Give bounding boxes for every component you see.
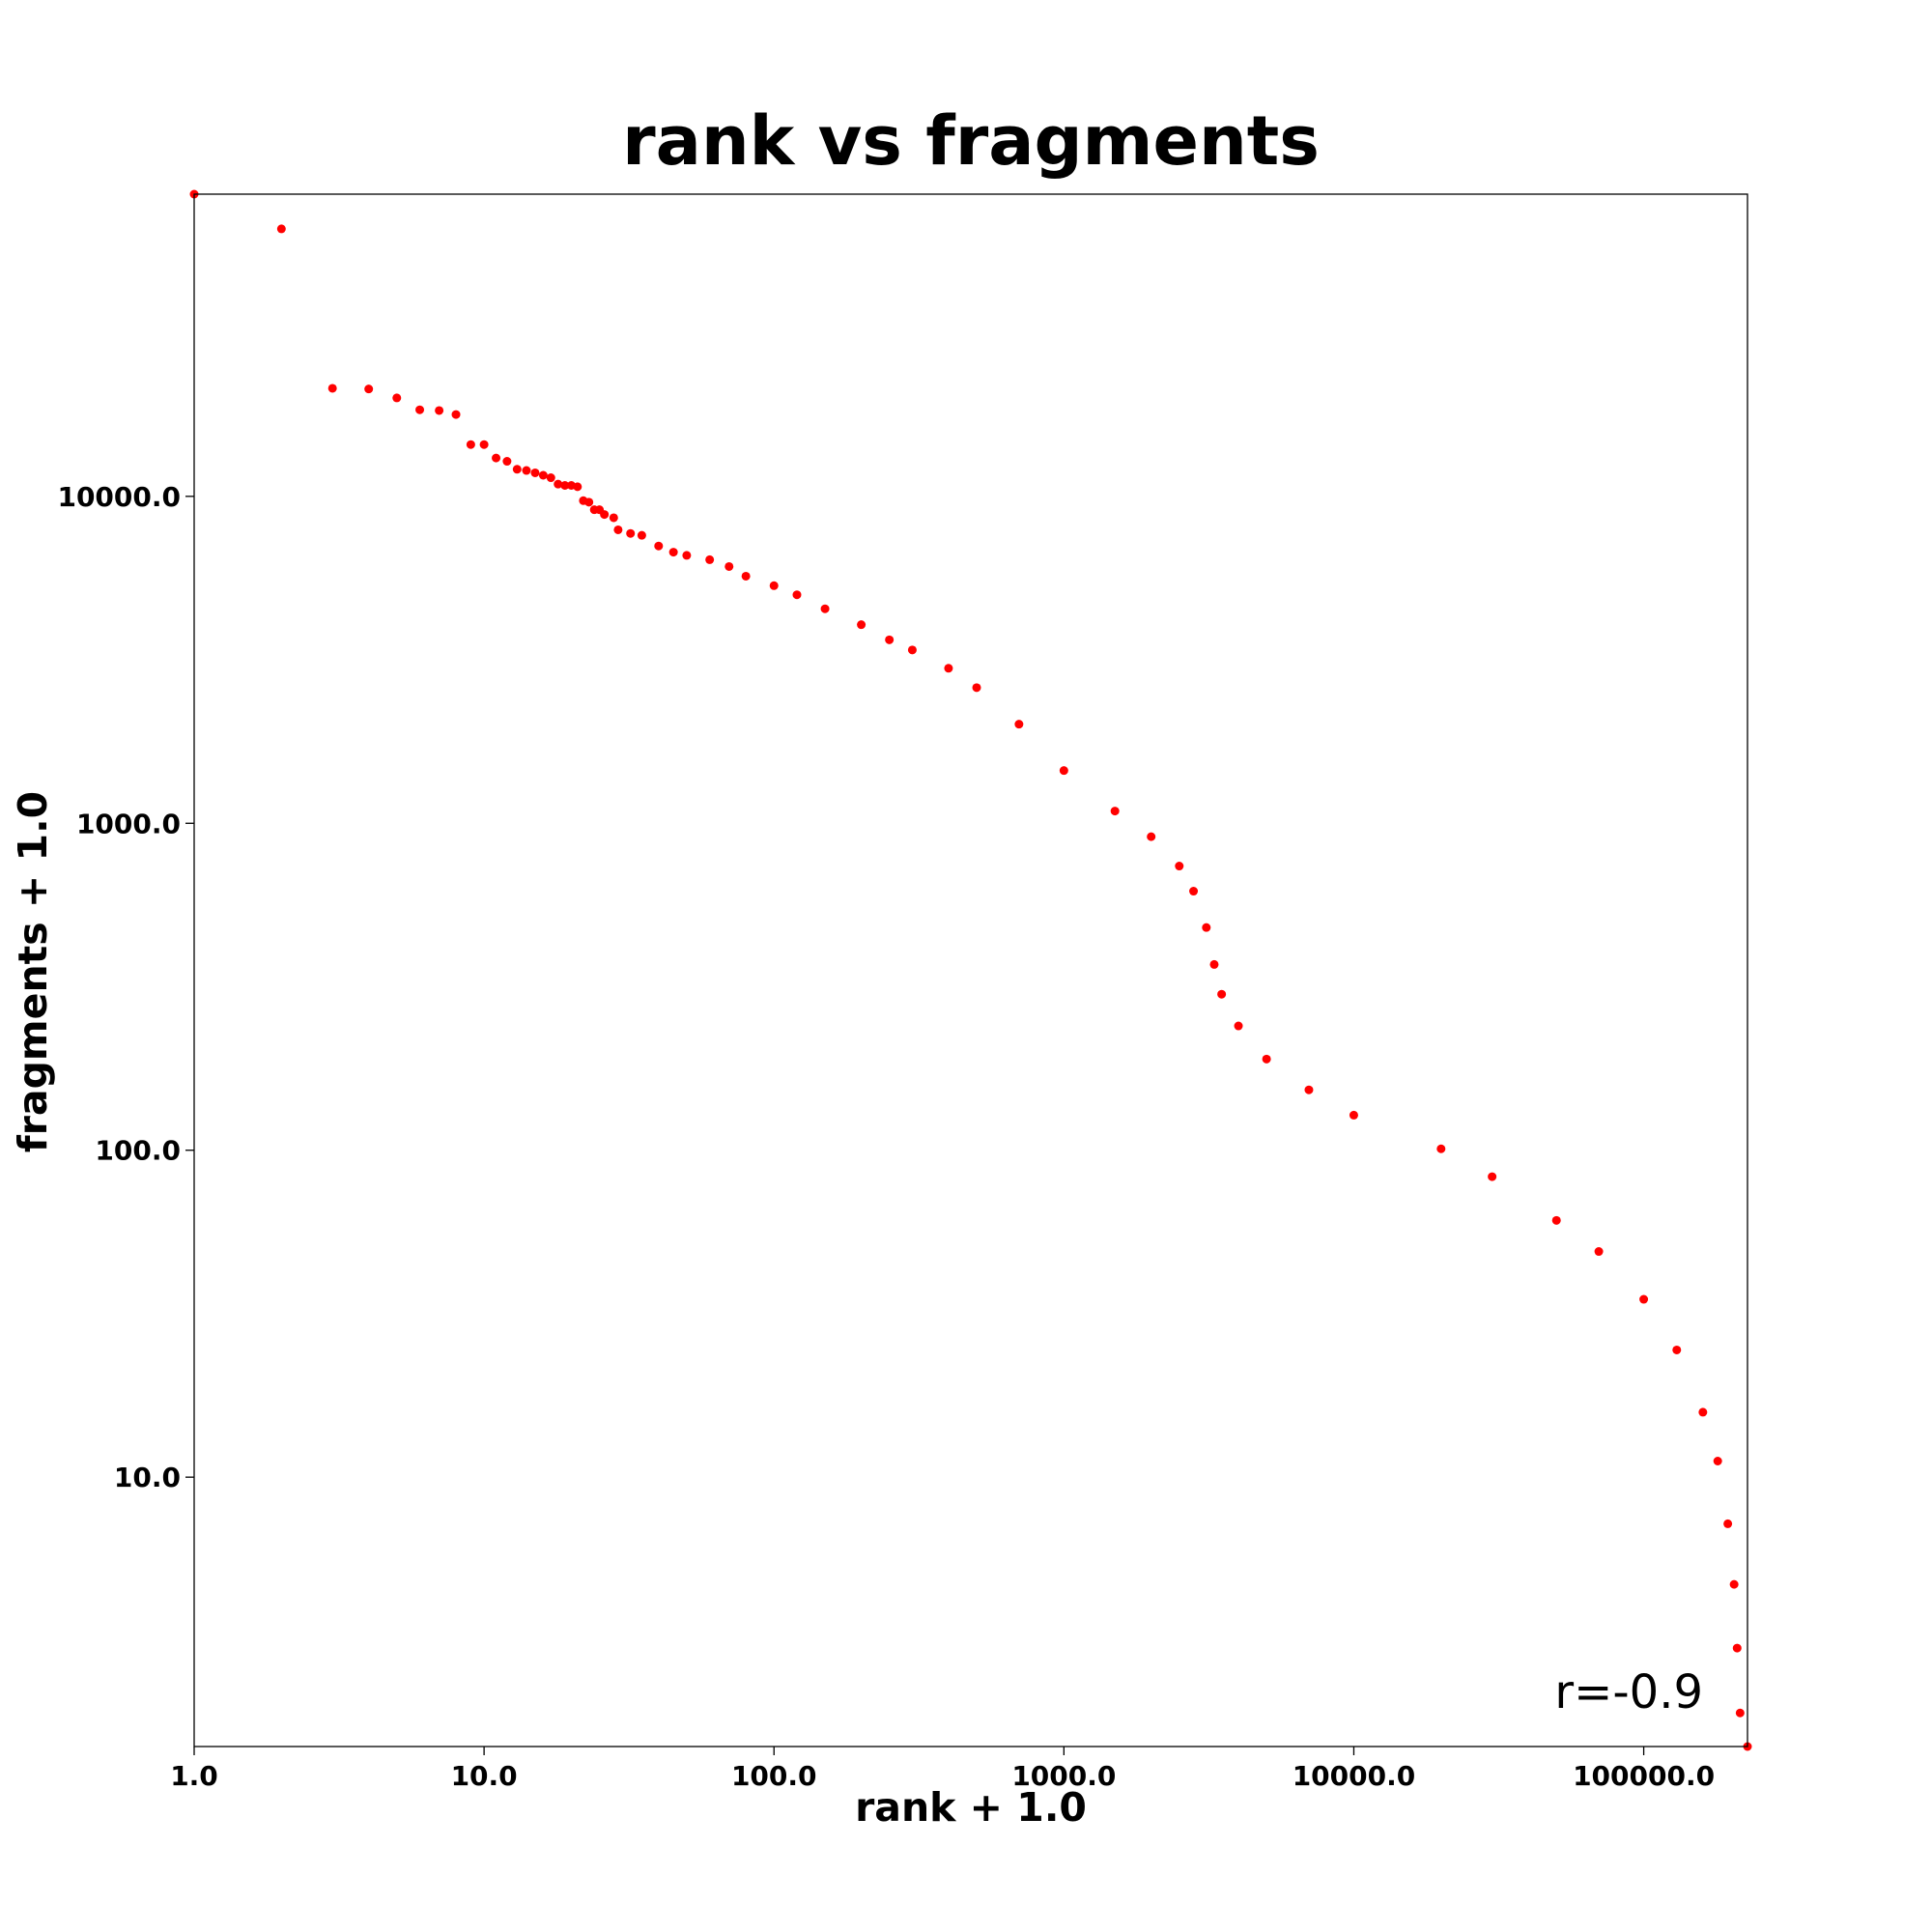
point	[512, 465, 522, 474]
point	[668, 548, 678, 557]
plot-area	[189, 189, 1752, 1751]
point	[546, 473, 555, 483]
point	[1639, 1294, 1649, 1304]
x-tick-label: 10000.0	[1293, 1760, 1416, 1792]
point	[626, 528, 636, 538]
x-tick-label: 10.0	[451, 1760, 518, 1792]
point	[1189, 887, 1199, 896]
point	[479, 440, 489, 449]
point	[820, 604, 830, 613]
point	[1262, 1054, 1271, 1064]
point	[492, 453, 501, 463]
point	[1729, 1579, 1739, 1589]
point	[1732, 1643, 1742, 1653]
y-tick-label: 10000.0	[57, 481, 181, 513]
annotation: r=-0.9	[1554, 1665, 1703, 1719]
point	[1436, 1144, 1446, 1153]
x-tick-label: 1.0	[170, 1760, 218, 1792]
point	[502, 457, 512, 467]
point	[637, 530, 646, 540]
chart-title: rank vs fragments	[622, 101, 1320, 181]
point	[1175, 862, 1184, 871]
point	[1735, 1708, 1745, 1718]
point	[276, 224, 286, 234]
point	[1202, 923, 1211, 932]
point	[1059, 766, 1068, 776]
point	[705, 554, 715, 564]
y-axis-label: fragments + 1.0	[10, 791, 56, 1152]
point	[435, 406, 444, 415]
point	[1304, 1085, 1314, 1094]
x-tick-label: 100.0	[731, 1760, 817, 1792]
point	[724, 561, 734, 571]
point	[554, 479, 563, 489]
point	[944, 664, 953, 673]
point	[1147, 832, 1156, 841]
point	[584, 497, 594, 507]
point	[1594, 1247, 1604, 1257]
point	[364, 384, 374, 394]
point	[1551, 1215, 1561, 1225]
point	[560, 481, 570, 491]
point	[792, 590, 802, 600]
point	[1723, 1519, 1733, 1528]
point	[530, 468, 540, 477]
point	[415, 405, 425, 414]
point	[769, 581, 779, 590]
point	[741, 571, 751, 581]
point	[1672, 1345, 1682, 1354]
point	[451, 410, 461, 419]
plot-frame	[193, 193, 1748, 1747]
point	[1488, 1172, 1497, 1181]
x-axis-label: rank + 1.0	[855, 1784, 1087, 1831]
point	[682, 551, 692, 560]
point	[885, 635, 895, 644]
point	[1698, 1407, 1708, 1417]
point	[600, 510, 610, 520]
point	[907, 645, 917, 655]
point	[1110, 807, 1120, 816]
point	[1209, 959, 1219, 969]
point	[1014, 720, 1024, 729]
x-tick-label: 100000.0	[1573, 1760, 1715, 1792]
point	[654, 541, 664, 551]
point	[613, 525, 623, 534]
point	[1217, 989, 1227, 999]
x-tick-label: 1000.0	[1011, 1760, 1116, 1792]
point	[1349, 1110, 1358, 1120]
y-tick-label: 100.0	[95, 1135, 181, 1167]
y-tick-label: 1000.0	[76, 808, 181, 839]
point	[609, 513, 618, 523]
point	[857, 620, 867, 630]
point	[1713, 1456, 1722, 1465]
point	[327, 384, 337, 393]
point	[466, 440, 475, 449]
y-tick-label: 10.0	[114, 1462, 181, 1493]
point	[392, 393, 402, 403]
point	[1234, 1021, 1243, 1031]
point	[538, 470, 548, 480]
point	[573, 482, 582, 492]
point	[972, 683, 981, 693]
point	[522, 466, 531, 475]
